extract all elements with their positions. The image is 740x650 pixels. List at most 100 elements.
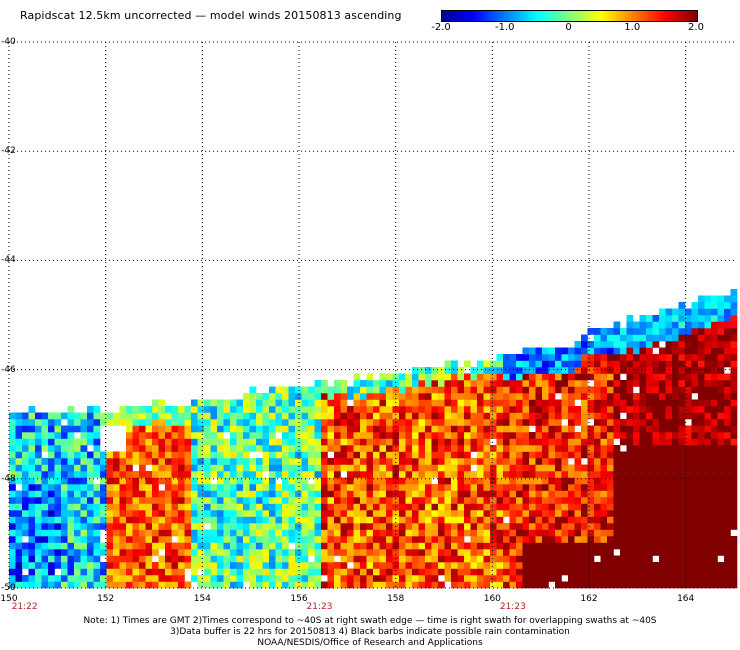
wind-difference-cell [321, 412, 328, 420]
wind-difference-cell [22, 503, 29, 511]
wind-difference-cell [22, 581, 29, 589]
wind-difference-cell [477, 575, 484, 582]
wind-difference-cell [308, 542, 315, 550]
wind-difference-cell [191, 542, 198, 550]
wind-difference-cell [516, 536, 523, 543]
wind-difference-cell [35, 438, 42, 446]
wind-difference-cell [54, 497, 62, 504]
wind-difference-cell [516, 471, 523, 478]
wind-difference-cell [288, 471, 296, 478]
wind-difference-cell [399, 445, 406, 452]
wind-difference-cell [496, 562, 504, 569]
wind-difference-cell [87, 458, 94, 465]
wind-difference-cell [106, 529, 114, 537]
wind-difference-cell [132, 549, 140, 556]
wind-difference-cell [399, 386, 406, 394]
wind-difference-cell [171, 471, 179, 478]
wind-difference-cell [347, 386, 354, 394]
wind-difference-cell [607, 497, 614, 504]
wind-difference-cell [269, 542, 276, 550]
wind-difference-cell [451, 497, 458, 504]
wind-difference-cell [483, 419, 491, 426]
wind-difference-cell [418, 568, 426, 576]
wind-difference-cell [165, 503, 172, 511]
wind-difference-cell [191, 523, 198, 530]
wind-difference-cell [22, 523, 29, 530]
wind-difference-cell [41, 432, 49, 439]
wind-difference-cell [561, 380, 569, 387]
wind-difference-cell [613, 347, 621, 355]
wind-difference-cell [217, 419, 224, 426]
wind-difference-cell [516, 542, 523, 550]
wind-difference-cell [470, 490, 478, 498]
wind-difference-cell [678, 464, 686, 472]
wind-difference-cell [652, 412, 660, 420]
wind-difference-cell [496, 380, 504, 387]
wind-difference-cell [308, 425, 315, 433]
wind-difference-cell [249, 432, 257, 439]
wind-difference-cell [698, 438, 705, 446]
wind-difference-cell [730, 438, 738, 446]
wind-difference-cell [529, 419, 536, 426]
wind-difference-cell [607, 386, 614, 394]
wind-difference-cell [210, 497, 218, 504]
wind-difference-cell [379, 581, 387, 589]
wind-difference-cell [529, 555, 536, 563]
wind-difference-cell [67, 555, 75, 563]
wind-difference-cell [54, 562, 62, 569]
wind-difference-cell [457, 380, 465, 387]
wind-difference-cell [665, 510, 673, 517]
wind-difference-cell [126, 432, 133, 439]
wind-difference-cell [542, 503, 549, 511]
wind-difference-cell [639, 406, 647, 413]
wind-difference-cell [594, 503, 601, 511]
wind-difference-cell [165, 516, 172, 524]
wind-difference-cell [581, 341, 588, 348]
wind-difference-cell [730, 451, 738, 459]
wind-difference-cell [659, 445, 666, 452]
wind-difference-cell [9, 412, 16, 420]
wind-difference-cell [93, 438, 101, 446]
wind-difference-cell [412, 386, 419, 394]
wind-difference-cell [730, 575, 738, 582]
wind-difference-cell [711, 549, 718, 556]
wind-difference-cell [9, 542, 16, 550]
wind-difference-cell [574, 575, 582, 582]
wind-difference-cell [646, 347, 653, 355]
wind-difference-cell [418, 484, 426, 491]
wind-difference-cell [249, 523, 257, 530]
wind-difference-cell [483, 380, 491, 387]
wind-difference-cell [217, 406, 224, 413]
wind-difference-cell [646, 386, 653, 394]
wind-difference-cell [626, 347, 634, 355]
wind-difference-cell [230, 510, 237, 517]
wind-difference-cell [126, 549, 133, 556]
wind-difference-cell [652, 406, 660, 413]
latitude-label: -40 [1, 37, 16, 47]
wind-difference-cell [321, 451, 328, 459]
wind-difference-cell [61, 484, 68, 491]
wind-difference-cell [665, 562, 673, 569]
wind-difference-cell [470, 425, 478, 433]
wind-difference-cell [178, 549, 185, 556]
wind-difference-cell [646, 399, 653, 407]
wind-difference-cell [529, 406, 536, 413]
wind-difference-cell [561, 516, 569, 524]
wind-difference-cell [171, 477, 179, 485]
wind-difference-cell [717, 477, 725, 485]
wind-difference-cell [529, 367, 536, 374]
wind-difference-cell [717, 393, 725, 400]
wind-difference-cell [158, 542, 166, 550]
wind-difference-cell [366, 393, 374, 400]
wind-difference-cell [724, 445, 731, 452]
wind-difference-cell [184, 412, 192, 420]
wind-difference-cell [574, 523, 582, 530]
wind-difference-cell [717, 367, 725, 374]
wind-difference-cell [717, 458, 725, 465]
wind-difference-cell [457, 536, 465, 543]
wind-difference-cell [698, 360, 705, 368]
wind-difference-cell [620, 568, 627, 576]
wind-difference-cell [691, 445, 699, 452]
wind-difference-cell [704, 549, 712, 556]
wind-difference-cell [574, 347, 582, 355]
